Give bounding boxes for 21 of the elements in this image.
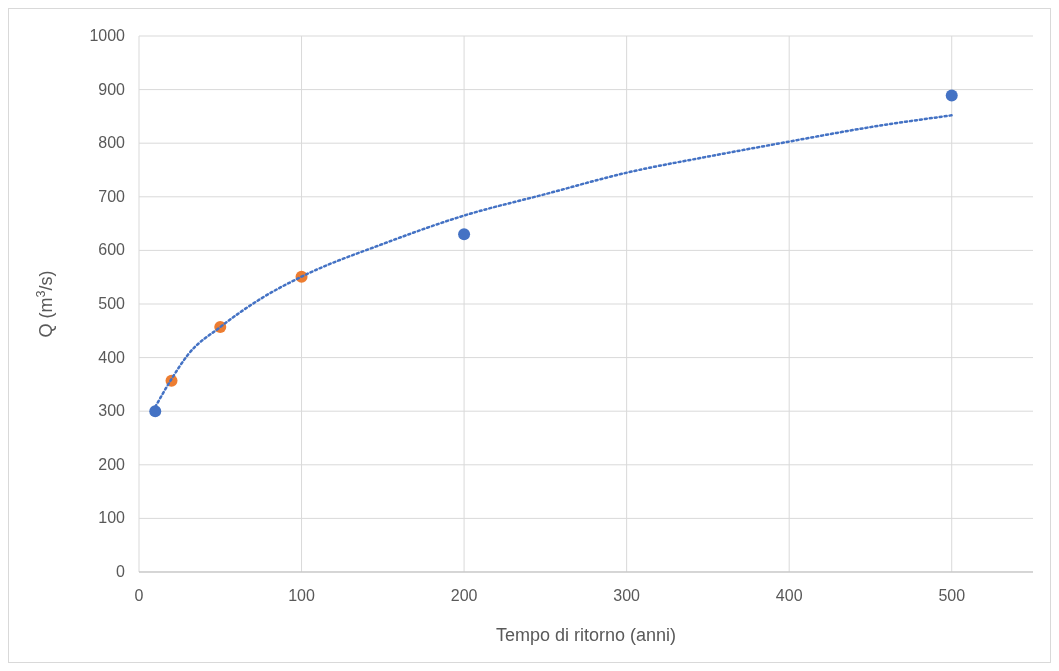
y-tick-label: 900	[98, 80, 126, 98]
y-tick-label: 300	[98, 402, 126, 420]
x-tick-label: 400	[775, 587, 803, 604]
x-tick-label: 200	[450, 587, 478, 604]
y-tick-label: 200	[98, 455, 126, 473]
x-tick-label: 300	[613, 587, 641, 604]
point	[458, 228, 471, 241]
y-tick-label: 1000	[89, 27, 126, 44]
y-tick-label: 500	[98, 295, 126, 312]
y-tick-label: 100	[98, 509, 126, 527]
x-axis-title: Tempo di ritorno (anni)	[495, 625, 677, 645]
point	[149, 405, 162, 418]
y-tick-label: 600	[98, 241, 126, 259]
x-tick-label: 0	[134, 587, 144, 604]
y-tick-label: 400	[98, 348, 126, 366]
point	[945, 89, 958, 102]
y-tick-label: 700	[98, 187, 126, 205]
y-tick-label: 0	[116, 563, 126, 580]
x-tick-label: 100	[288, 587, 315, 604]
x-tick-label: 500	[938, 587, 966, 604]
y-tick-label: 800	[98, 134, 126, 152]
